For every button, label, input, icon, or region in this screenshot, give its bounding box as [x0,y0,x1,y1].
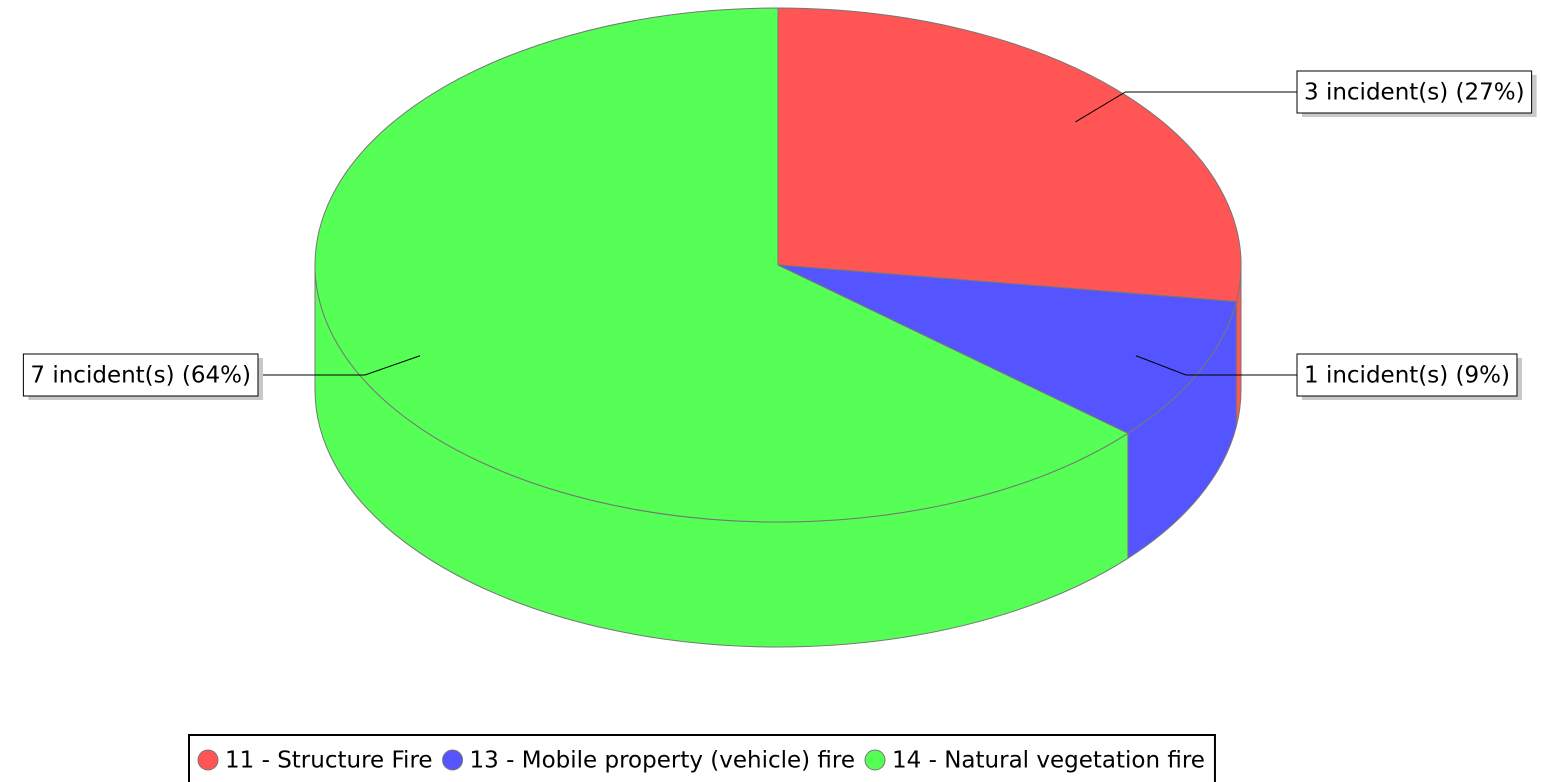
label-text: 1 incident(s) (9%) [1304,363,1510,389]
pie-slice [777,7,1242,303]
value-label: 1 incident(s) (9%) [1296,353,1522,400]
label-box [1296,70,1533,114]
legend-label: 14 - Natural vegetation fire [892,748,1205,774]
value-label: 3 incident(s) (27%) [1296,70,1537,117]
label-text: 7 incident(s) (64%) [30,363,251,389]
label-box [1296,353,1518,397]
legend-label: 11 - Structure Fire [225,748,433,774]
leader-line [1135,355,1297,376]
value-label: 7 incident(s) (64%) [22,353,263,400]
legend-swatch [864,749,886,771]
leader-line [1075,91,1297,123]
pie-slice [314,7,1129,523]
legend-swatch [197,749,219,771]
legend-label: 13 - Mobile property (vehicle) fire [470,748,855,774]
legend: 11 - Structure Fire 13 - Mobile property … [188,734,1216,782]
pie-slice [777,264,1237,434]
label-text: 3 incident(s) (27%) [1304,80,1525,106]
legend-box [188,734,1216,782]
label-box [22,353,259,397]
legend-swatch [442,749,464,771]
leader-line [258,355,421,376]
